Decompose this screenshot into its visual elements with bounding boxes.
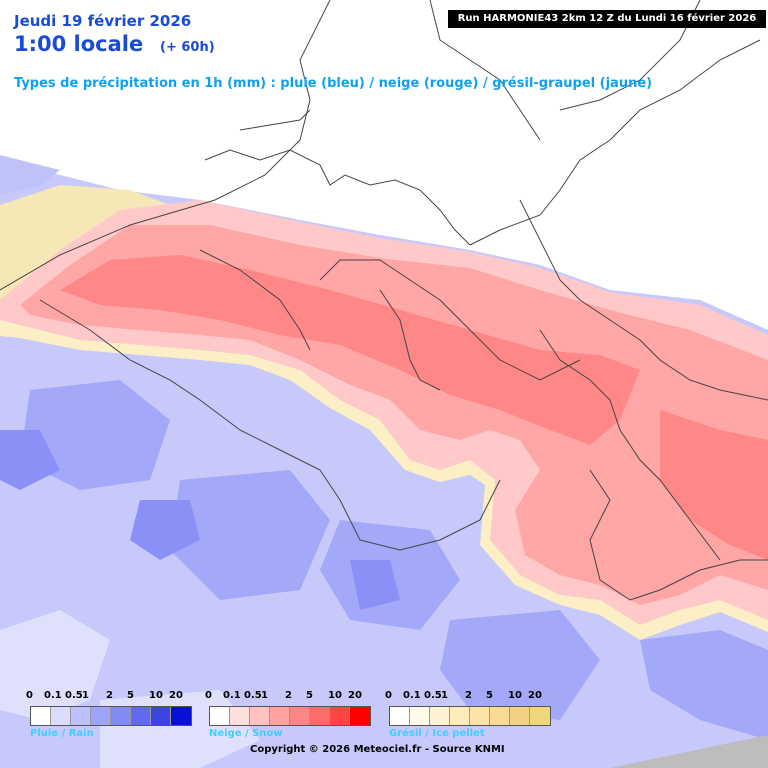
legend-tick-label: 20 [528, 690, 542, 701]
forecast-time: 1:00 locale [14, 32, 144, 56]
snow-heavy-core [60, 255, 640, 445]
legend-color-scale [389, 706, 551, 726]
legend-tick-label: 5 [486, 690, 493, 701]
legend-swatch [350, 707, 370, 725]
snow-medium-band [20, 225, 768, 605]
no-precip-north [0, 0, 768, 330]
legend-swatch [430, 707, 450, 725]
legend-swatch [470, 707, 490, 725]
legend-tick-label: 5 [306, 690, 313, 701]
legend-tick-label: 1 [82, 690, 89, 701]
legend-tick-label: 2 [465, 690, 472, 701]
legend-swatch [450, 707, 470, 725]
legend-swatch [71, 707, 91, 725]
legend-tick-label: 0 [205, 690, 212, 701]
legend-swatch [490, 707, 510, 725]
legend-tick-label: 1 [261, 690, 268, 701]
legend-icepellet: 0 0.1 0.5 1 2 5 10 20 Grésil / Ice pellet [385, 690, 551, 739]
legend-color-scale [30, 706, 192, 726]
legend-tick-label: 20 [169, 690, 183, 701]
legend-ticks: 0 0.1 0.5 1 2 5 10 20 [385, 690, 551, 702]
legend-label: Pluie / Rain [30, 728, 94, 739]
borders [0, 0, 768, 601]
legend-swatch [530, 707, 550, 725]
legend-tick-label: 10 [149, 690, 163, 701]
legend-swatch [250, 707, 270, 725]
map-subtitle: Types de précipitation en 1h (mm) : plui… [14, 76, 653, 91]
forecast-lead-time: (+ 60h) [160, 40, 215, 55]
legend-swatch [51, 707, 71, 725]
legend-tick-label: 20 [348, 690, 362, 701]
legend-tick-label: 1 [441, 690, 448, 701]
legend-label: Grésil / Ice pellet [389, 728, 485, 739]
legend-tick-label: 0.5 [65, 690, 83, 701]
legend-swatch [230, 707, 250, 725]
legend-swatch [410, 707, 430, 725]
rain-patch-8 [0, 430, 60, 490]
legend-tick-label: 0.1 [403, 690, 421, 701]
legend-tick-label: 0.1 [223, 690, 241, 701]
legend-tick-label: 10 [328, 690, 342, 701]
outside-domain [610, 735, 768, 768]
legend-tick-label: 0.1 [44, 690, 62, 701]
legend-swatch [91, 707, 111, 725]
rain-patch-2 [170, 470, 330, 600]
snow-heavy-core-east [660, 410, 768, 560]
legend-tick-label: 0.5 [244, 690, 262, 701]
legend-swatch [131, 707, 151, 725]
legend-swatch [171, 707, 191, 725]
legend-tick-label: 0 [26, 690, 33, 701]
copyright-text: Copyright © 2026 Meteociel.fr - Source K… [250, 744, 505, 755]
legend-swatch [390, 707, 410, 725]
legend-color-scale [209, 706, 371, 726]
legend-label: Neige / Snow [209, 728, 283, 739]
legend-swatch [510, 707, 530, 725]
legend-tick-label: 10 [508, 690, 522, 701]
legend-swatch [330, 707, 350, 725]
legend-swatch [210, 707, 230, 725]
forecast-date: Jeudi 19 février 2026 [14, 12, 192, 30]
icepellet-border-south [0, 320, 768, 640]
legend-tick-label: 5 [127, 690, 134, 701]
legend-swatch [290, 707, 310, 725]
rain-north-west [0, 155, 60, 195]
legend-tick-label: 2 [106, 690, 113, 701]
rain-patch-5 [640, 630, 768, 740]
legend-swatch [31, 707, 51, 725]
rain-patch-7 [350, 560, 400, 610]
legend-tick-label: 0 [385, 690, 392, 701]
rain-patch-6 [130, 500, 200, 560]
legend-ticks: 0 0.1 0.5 1 2 5 10 20 [26, 690, 192, 702]
legend-tick-label: 0.5 [424, 690, 442, 701]
legend-tick-label: 2 [285, 690, 292, 701]
model-run-banner: Run HARMONIE43 2km 12 Z du Lundi 16 févr… [448, 10, 766, 28]
rain-patch-4 [440, 610, 600, 720]
legend-ticks: 0 0.1 0.5 1 2 5 10 20 [205, 690, 371, 702]
rain-patch-1 [20, 380, 170, 490]
legend-swatch [111, 707, 131, 725]
legend-swatch [270, 707, 290, 725]
legend-snow: 0 0.1 0.5 1 2 5 10 20 Neige / Snow [205, 690, 371, 739]
legend-swatch [310, 707, 330, 725]
rain-light-southwest [0, 610, 110, 720]
legend-swatch [151, 707, 171, 725]
legend-rain: 0 0.1 0.5 1 2 5 10 20 Pluie / Rain [26, 690, 192, 739]
